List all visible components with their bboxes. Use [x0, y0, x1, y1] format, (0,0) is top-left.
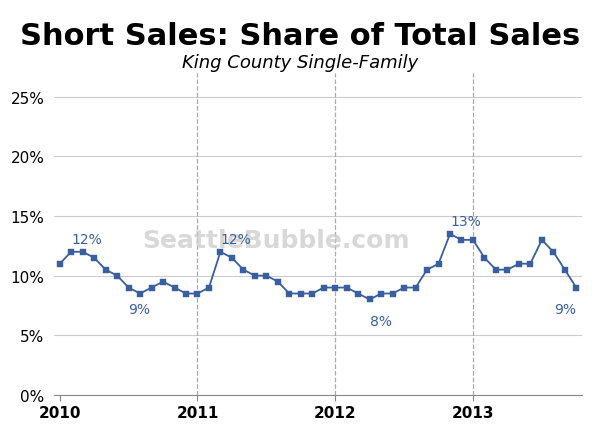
Text: SeattleBubble.com: SeattleBubble.com: [142, 229, 410, 253]
Text: 9%: 9%: [554, 302, 576, 316]
Text: 8%: 8%: [370, 314, 392, 328]
Text: King County Single-Family: King County Single-Family: [182, 54, 418, 72]
Text: 12%: 12%: [220, 232, 251, 246]
Text: 9%: 9%: [128, 302, 151, 316]
Text: 12%: 12%: [71, 232, 102, 246]
Text: 13%: 13%: [450, 214, 481, 228]
Text: Short Sales: Share of Total Sales: Short Sales: Share of Total Sales: [20, 22, 580, 51]
